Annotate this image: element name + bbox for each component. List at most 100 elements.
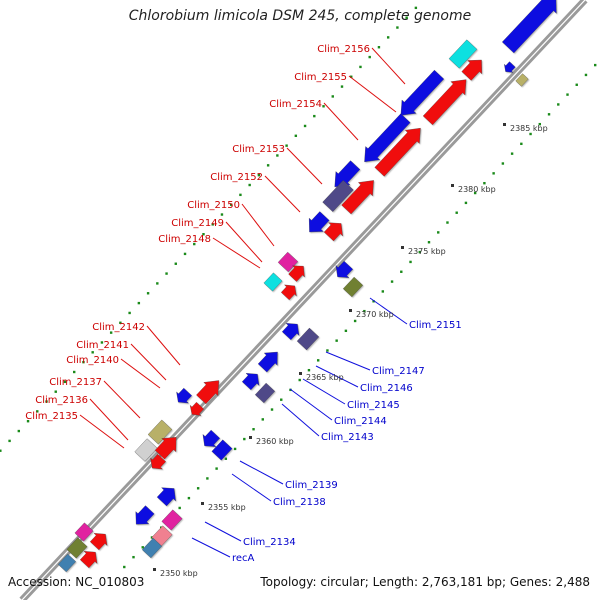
scale-dot: [36, 410, 39, 413]
gene-recA[interactable]: [141, 537, 163, 559]
gene-red-left-2[interactable]: [79, 551, 98, 569]
scale-dot: [427, 241, 431, 244]
gene-label-red[interactable]: Clim_2155: [294, 72, 347, 83]
gene-label-blue[interactable]: Clim_2138: [273, 497, 326, 508]
gene-label-red[interactable]: Clim_2152: [210, 172, 263, 183]
gene-clim-2141[interactable]: [176, 387, 193, 404]
scale-dot: [141, 546, 144, 549]
gene-clim-2140[interactable]: [189, 401, 204, 416]
gene-pink-recA[interactable]: [151, 525, 173, 547]
gene-clim-2143[interactable]: [254, 382, 276, 404]
scale-dot: [363, 309, 366, 313]
scale-dot: [132, 555, 135, 559]
gene-label-blue[interactable]: Clim_2146: [360, 383, 413, 394]
gene-olive-top[interactable]: [515, 73, 529, 87]
gene-label-blue[interactable]: Clim_2147: [372, 366, 425, 377]
gene-clim-2156[interactable]: [400, 69, 445, 116]
gene-magenta-recA[interactable]: [161, 509, 183, 531]
gene-clim-2155[interactable]: [364, 113, 411, 163]
gene-label-red[interactable]: Clim_2150: [187, 200, 240, 211]
scale-dot: [276, 154, 279, 157]
gene-label-blue[interactable]: Clim_2151: [409, 320, 462, 331]
gene-clim-2138[interactable]: [211, 439, 233, 461]
tick-2380: 2380 kbp: [458, 185, 496, 194]
gene-label-red[interactable]: Clim_2156: [317, 44, 370, 55]
leader-line-red: [225, 221, 263, 263]
leader-line-blue: [204, 521, 242, 542]
gene-label-red[interactable]: Clim_2154: [269, 99, 322, 110]
leader-line-blue: [369, 297, 408, 325]
gene-red-2137[interactable]: [154, 437, 177, 460]
gene-label-blue[interactable]: Clim_2143: [321, 432, 374, 443]
gene-clim-2152[interactable]: [308, 211, 330, 233]
scale-dot: [594, 63, 597, 67]
gene-green-left[interactable]: [66, 537, 88, 559]
gene-label-red[interactable]: Clim_2149: [171, 218, 224, 229]
gene-red-left-1[interactable]: [89, 533, 108, 551]
gene-red-2156[interactable]: [461, 59, 483, 81]
gene-clim-2148[interactable]: [288, 265, 305, 282]
tick-2370: 2370 kbp: [356, 310, 394, 319]
gene-red-2148b[interactable]: [280, 284, 297, 301]
gene-label-red[interactable]: Clim_2136: [35, 395, 88, 406]
scale-dot: [8, 439, 11, 443]
leader-line-red: [120, 358, 161, 389]
gene-clim-2156-cyan[interactable]: [448, 39, 478, 69]
gene-clim-2135[interactable]: [150, 453, 167, 470]
gene-label-blue[interactable]: Clim_2134: [243, 537, 296, 548]
gene-label-red[interactable]: Clim_2140: [66, 355, 119, 366]
gene-clim-2144[interactable]: [241, 373, 260, 391]
scale-dot: [187, 496, 191, 500]
scale-dot: [483, 181, 486, 185]
leader-line-red: [264, 175, 301, 213]
leader-line-blue: [231, 473, 272, 502]
gene-steel-left[interactable]: [57, 553, 77, 573]
gene-clim-2142[interactable]: [196, 380, 220, 405]
scale-dot: [575, 83, 578, 86]
gene-clim-2151b[interactable]: [342, 276, 364, 298]
gene-label-red[interactable]: Clim_2153: [232, 144, 285, 155]
scale-dot: [146, 292, 150, 295]
gene-blue-top-right[interactable]: [502, 0, 557, 54]
gene-clim-2145[interactable]: [257, 351, 278, 373]
gene-label-red[interactable]: Clim_2142: [92, 322, 145, 333]
gene-magenta-left[interactable]: [74, 522, 94, 542]
gene-label-blue[interactable]: recA: [232, 553, 255, 564]
gene-label-red[interactable]: Clim_2137: [49, 377, 102, 388]
gene-label-red[interactable]: Clim_2141: [76, 340, 129, 351]
scale-dot: [137, 301, 141, 305]
gene-clim-2139[interactable]: [202, 429, 221, 447]
tick-2385: 2385 kbp: [510, 124, 548, 133]
gene-blue-top-small[interactable]: [504, 61, 516, 73]
scale-dot: [520, 142, 523, 146]
kbp-tick-labels: 2350 kbp 2355 kbp 2360 kbp 2365 kbp 2370 kbp…: [153, 123, 548, 578]
gene-label-red[interactable]: Clim_2148: [158, 234, 211, 245]
gene-clim-2136[interactable]: [134, 438, 158, 462]
gene-blue-2134b[interactable]: [135, 505, 155, 525]
scale-dot: [206, 477, 209, 480]
scale-dot: [344, 329, 348, 333]
scale-dot: [26, 420, 30, 423]
gene-red-2153[interactable]: [341, 180, 374, 215]
gene-clim-2149[interactable]: [263, 272, 283, 292]
gene-red-2155[interactable]: [422, 79, 467, 126]
gene-clim-2150[interactable]: [277, 251, 299, 273]
gene-label-red[interactable]: Clim_2135: [25, 411, 78, 422]
scale-dot: [73, 370, 76, 374]
scale-dot: [202, 233, 205, 236]
scale-dot: [405, 16, 408, 19]
gene-red-2152[interactable]: [323, 222, 343, 242]
gene-label-blue[interactable]: Clim_2139: [285, 480, 338, 491]
gene-label-blue[interactable]: Clim_2144: [334, 416, 387, 427]
gene-clim-2151[interactable]: [335, 260, 354, 278]
scale-dot: [437, 231, 440, 234]
gene-label-blue[interactable]: Clim_2145: [347, 400, 400, 411]
scale-dot: [100, 341, 104, 344]
gene-clim-2153[interactable]: [322, 180, 354, 212]
gene-clim-2146[interactable]: [296, 327, 320, 351]
gene-red-2154[interactable]: [374, 127, 421, 177]
gene-clim-2134[interactable]: [156, 487, 176, 507]
gene-clim-2154[interactable]: [334, 160, 361, 188]
gene-clim-2147[interactable]: [281, 323, 300, 341]
scale-dot: [396, 26, 399, 29]
